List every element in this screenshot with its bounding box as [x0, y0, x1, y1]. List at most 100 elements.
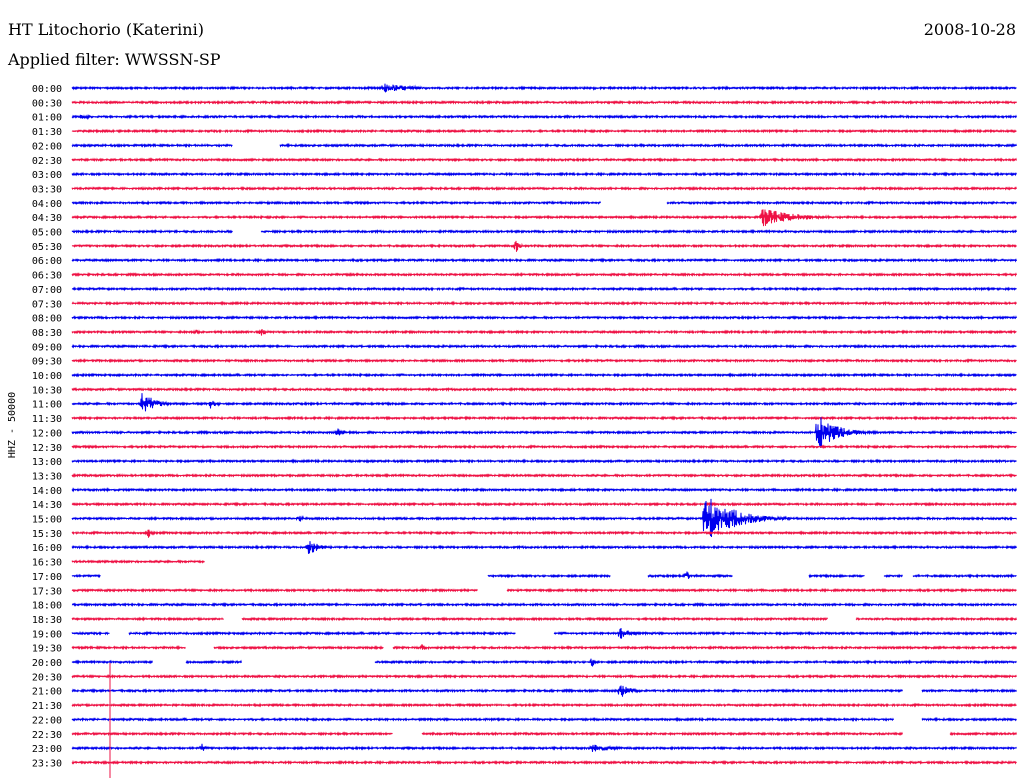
row-time-label: 16:30	[32, 558, 62, 569]
trace-line-1100	[71, 393, 1017, 412]
row-time-label: 14:00	[32, 486, 62, 497]
trace-line-1900	[71, 627, 1017, 639]
row-time-label: 12:30	[32, 443, 62, 454]
trace-line-1930	[71, 644, 1017, 651]
row-time-label: 20:00	[32, 658, 62, 669]
trace-line-0200	[71, 142, 1017, 149]
trace-line-0100	[71, 113, 1017, 121]
trace-line-0700	[71, 286, 1017, 292]
trace-line-1630	[71, 559, 205, 564]
station-title: HT Litochorio (Katerini)	[8, 20, 204, 39]
row-time-label: 16:00	[32, 543, 62, 554]
trace-line-1300	[71, 458, 1017, 464]
row-time-label: 21:00	[32, 687, 62, 698]
row-time-label: 12:00	[32, 428, 62, 439]
row-time-label: 22:30	[32, 730, 62, 741]
row-time-label: 10:30	[32, 385, 62, 396]
trace-line-1600	[71, 541, 1017, 554]
row-time-label: 01:30	[32, 127, 62, 138]
trace-line-2200	[71, 716, 1017, 723]
trace-line-2030	[71, 673, 1017, 679]
trace-line-1530	[71, 529, 1017, 538]
row-time-label: 21:30	[32, 701, 62, 712]
trace-line-1330	[71, 472, 1017, 479]
trace-line-1700	[71, 571, 1017, 579]
trace-line-1500	[71, 498, 1017, 538]
row-time-label: 06:30	[32, 271, 62, 282]
row-time-label: 23:00	[32, 744, 62, 755]
trace-line-0930	[71, 358, 1017, 364]
trace-line-0800	[71, 314, 1017, 321]
record-date: 2008-10-28	[923, 20, 1016, 39]
trace-line-0230	[71, 157, 1017, 163]
row-time-label: 01:00	[32, 113, 62, 124]
trace-line-2130	[71, 702, 1017, 708]
row-time-label: 08:00	[32, 314, 62, 325]
row-time-label: 19:00	[32, 629, 62, 640]
row-time-label: 04:00	[32, 199, 62, 210]
row-time-label: 09:30	[32, 357, 62, 368]
trace-line-1030	[71, 386, 1017, 392]
row-time-label: 15:30	[32, 529, 62, 540]
trace-line-2000	[71, 658, 1017, 667]
row-time-label: 06:00	[32, 256, 62, 267]
trace-line-0530	[71, 240, 1017, 252]
row-time-label: 03:00	[32, 170, 62, 181]
trace-line-0030	[71, 99, 1017, 105]
row-time-label: 08:30	[32, 328, 62, 339]
trace-line-0500	[71, 228, 1017, 235]
trace-line-0600	[71, 257, 1017, 263]
trace-line-2330	[71, 759, 1017, 766]
row-time-label: 00:30	[32, 98, 62, 109]
row-time-label: 19:30	[32, 644, 62, 655]
row-time-label: 15:00	[32, 515, 62, 526]
row-time-label: 02:00	[32, 141, 62, 152]
row-time-label: 17:30	[32, 586, 62, 597]
row-time-label: 13:30	[32, 471, 62, 482]
row-time-label: 05:30	[32, 242, 62, 253]
trace-line-0900	[71, 343, 1017, 350]
y-axis-label: HHZ - 50000	[7, 392, 18, 458]
row-time-label: 20:30	[32, 672, 62, 683]
row-time-label: 00:00	[32, 84, 62, 95]
row-time-label: 14:30	[32, 500, 62, 511]
row-time-label: 09:00	[32, 342, 62, 353]
trace-line-1200	[71, 417, 1017, 448]
row-time-label: 05:00	[32, 228, 62, 239]
row-time-label: 02:30	[32, 156, 62, 167]
row-time-label: 10:00	[32, 371, 62, 382]
trace-line-1730	[71, 587, 1017, 593]
trace-line-2230	[71, 731, 1017, 737]
trace-line-1430	[71, 501, 1017, 507]
row-time-label: 18:30	[32, 615, 62, 626]
trace-line-1000	[71, 372, 1017, 378]
filter-label: Applied filter: WWSSN-SP	[8, 50, 221, 69]
trace-line-1400	[71, 487, 1017, 493]
row-time-label: 07:00	[32, 285, 62, 296]
trace-line-0000	[71, 83, 1017, 93]
trace-line-0430	[71, 209, 1017, 227]
trace-line-0730	[71, 300, 1017, 306]
trace-line-1830	[71, 616, 1017, 622]
trace-line-2100	[71, 685, 1017, 697]
trace-line-0300	[71, 171, 1017, 177]
trace-line-0830	[71, 329, 1017, 336]
row-time-label: 13:00	[32, 457, 62, 468]
row-time-label: 22:00	[32, 715, 62, 726]
row-time-label: 03:30	[32, 184, 62, 195]
row-time-label: 11:00	[32, 400, 62, 411]
row-time-label: 23:30	[32, 758, 62, 769]
trace-line-2300	[71, 743, 1017, 752]
trace-line-0400	[71, 200, 1017, 206]
trace-line-1130	[71, 415, 1017, 421]
trace-line-0330	[71, 185, 1017, 192]
row-time-label: 17:00	[32, 572, 62, 583]
row-time-label: 18:00	[32, 601, 62, 612]
trace-line-0630	[71, 271, 1017, 278]
trace-line-1230	[71, 444, 1017, 450]
row-time-label: 07:30	[32, 299, 62, 310]
row-time-label: 04:30	[32, 213, 62, 224]
trace-line-1800	[71, 601, 1017, 608]
trace-line-0130	[71, 128, 1017, 134]
